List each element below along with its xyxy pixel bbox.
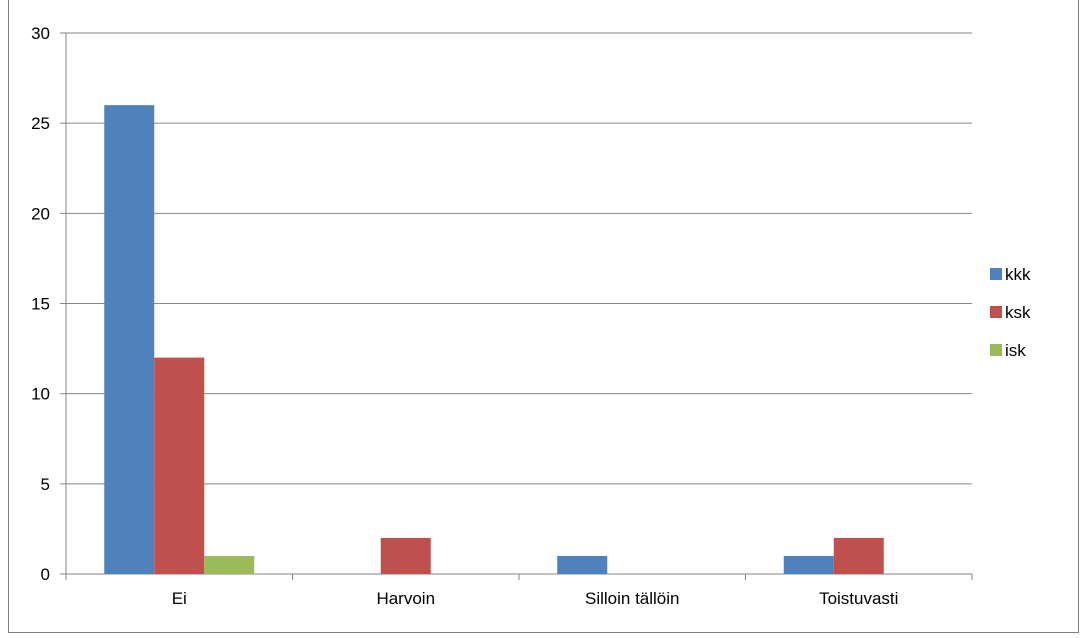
y-tick-label: 30 — [31, 24, 50, 43]
y-axis: 0 5 10 15 20 25 30 — [31, 24, 67, 584]
y-tick-label: 25 — [31, 114, 50, 133]
legend-swatch-ksk — [990, 306, 1002, 318]
chart-frame: 0 5 10 15 20 25 30 Ei Harvoin Silloin tällöin Toi… — [8, 0, 1079, 633]
bar-kkk — [783, 555, 834, 574]
bar-kkk — [557, 555, 608, 574]
y-tick-label: 15 — [31, 295, 50, 314]
y-tick-label: 20 — [31, 204, 50, 223]
y-tick-label: 10 — [31, 385, 50, 404]
x-tick-label: Toistuvasti — [819, 589, 898, 608]
bar-ksk — [380, 537, 431, 574]
y-tick-label: 0 — [41, 565, 50, 584]
bar-kkk — [104, 105, 155, 574]
bar-ksk — [833, 537, 884, 574]
legend-label-kkk: kkk — [1005, 265, 1031, 284]
legend: kkk ksk isk — [990, 265, 1031, 360]
x-axis: Ei Harvoin Silloin tällöin Toistuvasti — [65, 573, 973, 608]
bars — [104, 105, 884, 574]
legend-label-isk: isk — [1005, 341, 1026, 360]
bar-isk — [204, 555, 255, 574]
bar-chart: 0 5 10 15 20 25 30 Ei Harvoin Silloin tällöin Toi… — [31, 24, 1031, 608]
bar-ksk — [154, 357, 205, 574]
x-tick-label: Ei — [172, 589, 187, 608]
legend-label-ksk: ksk — [1005, 303, 1031, 322]
legend-swatch-isk — [990, 344, 1002, 356]
y-tick-label: 5 — [41, 475, 50, 494]
x-tick-label: Harvoin — [376, 589, 435, 608]
x-tick-label: Silloin tällöin — [585, 589, 680, 608]
legend-swatch-kkk — [990, 268, 1002, 280]
gridlines — [66, 32, 972, 485]
